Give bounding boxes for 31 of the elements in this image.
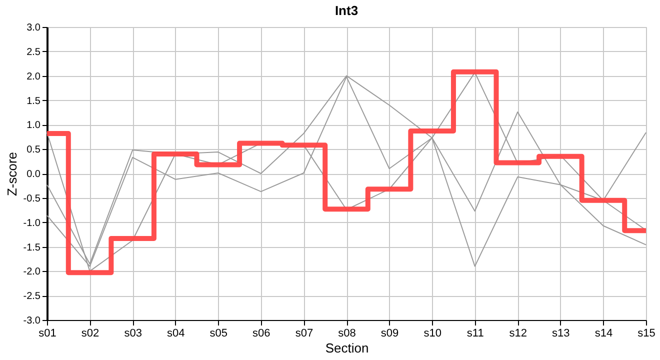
y-tick-label: 2.5 [26, 46, 41, 58]
x-tick-label: s14 [594, 328, 613, 340]
y-tick-label: 1.5 [26, 96, 41, 107]
y-tick-label: 3.0 [26, 22, 41, 34]
y-tick-label: 1.0 [26, 120, 41, 132]
y-tick-label: 2.0 [26, 71, 41, 82]
y-tick-label: -1.0 [23, 218, 41, 229]
x-tick-label: s09 [380, 328, 399, 340]
chart-title: Int3 [334, 3, 358, 18]
x-tick-label: s13 [552, 328, 570, 340]
x-tick-label: s15 [638, 328, 656, 340]
y-tick-label: -2.0 [23, 266, 41, 278]
x-tick-label: s10 [424, 328, 442, 340]
y-tick-label: -0.5 [23, 193, 41, 204]
x-tick-label: s05 [210, 328, 228, 340]
x-tick-label: s08 [338, 328, 356, 340]
y-tick-label: 0.0 [26, 169, 41, 180]
y-tick-label: -3.0 [23, 316, 41, 326]
y-tick-label: -2.5 [23, 291, 41, 302]
x-tick-label: s01 [38, 328, 56, 340]
x-tick-label: s11 [466, 328, 484, 340]
x-axis-title: Section [325, 340, 369, 356]
x-tick-label: s12 [509, 328, 528, 340]
x-tick-label: s04 [166, 328, 185, 340]
x-tick-label: s02 [81, 328, 100, 340]
y-tick-label: -1.5 [23, 242, 41, 254]
y-axis-title: Z-score [4, 152, 20, 196]
x-tick-label: s03 [124, 328, 142, 340]
y-tick-label: 0.5 [26, 144, 41, 156]
x-tick-label: s07 [295, 328, 314, 340]
x-tick-label: s06 [252, 328, 270, 340]
